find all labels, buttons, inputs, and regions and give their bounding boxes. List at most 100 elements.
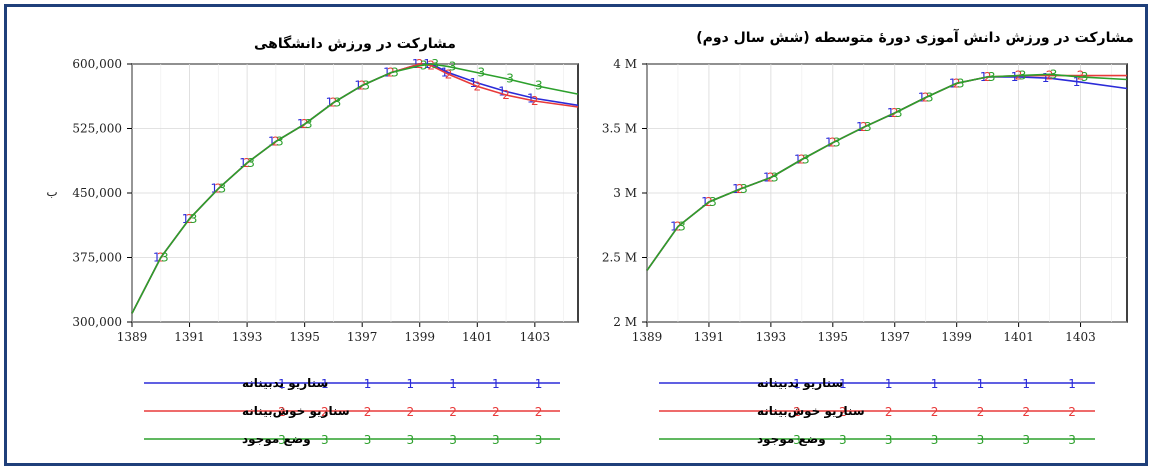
legend-label-2: سناریو خوش‌بینانه xyxy=(242,404,350,419)
series-marker-2: 2 xyxy=(502,88,510,102)
legend-marker-1: 1 xyxy=(1022,377,1030,391)
series-marker-3: 3 xyxy=(740,182,748,196)
series-marker-2: 2 xyxy=(473,79,481,93)
series-marker-3: 3 xyxy=(1019,69,1027,83)
legend-label-3: وضع موجود xyxy=(757,432,826,447)
legend-marker-3: 3 xyxy=(793,433,801,447)
series-marker-3: 3 xyxy=(362,79,370,93)
series-marker-1: 1 xyxy=(980,70,988,84)
legend-marker-3: 3 xyxy=(406,433,414,447)
legend-marker-3: 3 xyxy=(492,433,500,447)
series-marker-1: 1 xyxy=(469,76,477,90)
y-tick-label: 375,000 xyxy=(72,251,122,265)
chart-title: مشارکت در ورزش دانشگاهی xyxy=(254,35,456,52)
legend-marker-2: 2 xyxy=(278,405,286,419)
series-marker-3: 3 xyxy=(926,91,934,105)
series-marker-2: 2 xyxy=(1046,69,1054,83)
series-marker-1: 1 xyxy=(856,120,864,134)
series-marker-1: 1 xyxy=(297,117,305,131)
legend-label-3: وضع موجود xyxy=(242,432,311,447)
legend-marker-3: 3 xyxy=(449,433,457,447)
series-marker-2: 2 xyxy=(1077,69,1085,83)
legend-marker-2: 2 xyxy=(535,405,543,419)
legend-marker-1: 1 xyxy=(885,377,893,391)
x-tick-label: 1401 xyxy=(462,330,493,344)
series-marker-1: 1 xyxy=(794,152,802,166)
legend-marker-2: 2 xyxy=(931,405,939,419)
series-marker-3: 3 xyxy=(305,117,313,131)
series-marker-1: 1 xyxy=(153,251,161,265)
series-marker-1: 1 xyxy=(326,96,334,110)
y-tick-label: 300,000 xyxy=(72,315,122,329)
series-marker-3: 3 xyxy=(420,59,428,73)
legend-marker-3: 3 xyxy=(931,433,939,447)
series-marker-3: 3 xyxy=(771,171,779,185)
legend-marker-1: 1 xyxy=(364,377,372,391)
x-tick-label: 1389 xyxy=(632,330,663,344)
series-marker-3: 3 xyxy=(431,57,439,71)
x-tick-label: 1391 xyxy=(174,330,205,344)
series-marker-3: 3 xyxy=(477,66,485,80)
x-tick-label: 1403 xyxy=(520,330,551,344)
legend-marker-3: 3 xyxy=(321,433,329,447)
series-marker-1: 1 xyxy=(268,134,276,148)
series-marker-1: 1 xyxy=(498,85,506,99)
x-tick-label: 1393 xyxy=(756,330,787,344)
x-tick-label: 1391 xyxy=(694,330,725,344)
series-marker-3: 3 xyxy=(190,212,198,226)
legend-marker-3: 3 xyxy=(885,433,893,447)
legend-marker-3: 3 xyxy=(1068,433,1076,447)
legend-marker-1: 1 xyxy=(278,377,286,391)
legend-marker-3: 3 xyxy=(1022,433,1030,447)
legend-label-1: سناریو بدبینانه xyxy=(242,376,328,391)
series-marker-1: 1 xyxy=(239,156,247,170)
series-marker-3: 3 xyxy=(535,79,543,93)
legend-marker-2: 2 xyxy=(1068,405,1076,419)
x-tick-label: 1403 xyxy=(1065,330,1096,344)
legend-marker-1: 1 xyxy=(321,377,329,391)
series-marker-3: 3 xyxy=(957,76,965,90)
series-marker-3: 3 xyxy=(247,156,255,170)
series-marker-3: 3 xyxy=(802,152,810,166)
series-marker-3: 3 xyxy=(161,251,169,265)
legend-marker-1: 1 xyxy=(931,377,939,391)
legend-marker-3: 3 xyxy=(535,433,543,447)
series-marker-1: 1 xyxy=(1073,75,1081,89)
legend-marker-2: 2 xyxy=(1022,405,1030,419)
y-tick-label: 525,000 xyxy=(72,122,122,136)
legend-marker-2: 2 xyxy=(839,405,847,419)
y-tick-label: 2 M xyxy=(613,315,637,329)
series-marker-3: 3 xyxy=(1050,67,1058,81)
y-tick-label: 3 M xyxy=(613,186,637,200)
x-tick-label: 1401 xyxy=(1003,330,1034,344)
series-marker-3: 3 xyxy=(276,134,284,148)
legend-marker-2: 2 xyxy=(449,405,457,419)
legend-marker-1: 1 xyxy=(793,377,801,391)
legend-marker-2: 2 xyxy=(492,405,500,419)
legend-marker-1: 1 xyxy=(1068,377,1076,391)
series-marker-1: 1 xyxy=(383,66,391,80)
x-tick-label: 1395 xyxy=(818,330,849,344)
legend-marker-1: 1 xyxy=(406,377,414,391)
series-marker-2: 2 xyxy=(445,67,453,81)
series-marker-3: 3 xyxy=(1081,70,1089,84)
x-tick-label: 1389 xyxy=(117,330,148,344)
series-marker-3: 3 xyxy=(709,195,717,209)
series-marker-3: 3 xyxy=(833,136,841,150)
y-tick-label: 450,000 xyxy=(72,186,122,200)
chart-panel-secondary-school: مشارکت در ورزش دانش آموزی دورهٔ متوسطه (… xyxy=(590,0,1156,470)
series-marker-3: 3 xyxy=(895,106,903,120)
legend-label-2: سناریو خوش‌بینانه xyxy=(757,404,865,419)
legend-marker-3: 3 xyxy=(364,433,372,447)
series-marker-1: 1 xyxy=(412,57,420,71)
series-marker-2: 2 xyxy=(416,57,424,71)
legend-marker-1: 1 xyxy=(535,377,543,391)
series-marker-1: 1 xyxy=(670,220,678,234)
series-marker-1: 1 xyxy=(825,136,833,150)
chart-university-sport: مشارکت در ورزش دانشگاهی ب 1389 1391 1393 13… xyxy=(46,35,579,447)
legend-marker-3: 3 xyxy=(839,433,847,447)
series-marker-3: 3 xyxy=(334,96,342,110)
legend-marker-2: 2 xyxy=(364,405,372,419)
series-marker-1: 1 xyxy=(732,182,740,196)
y-tick-label: 600,000 xyxy=(72,57,122,71)
